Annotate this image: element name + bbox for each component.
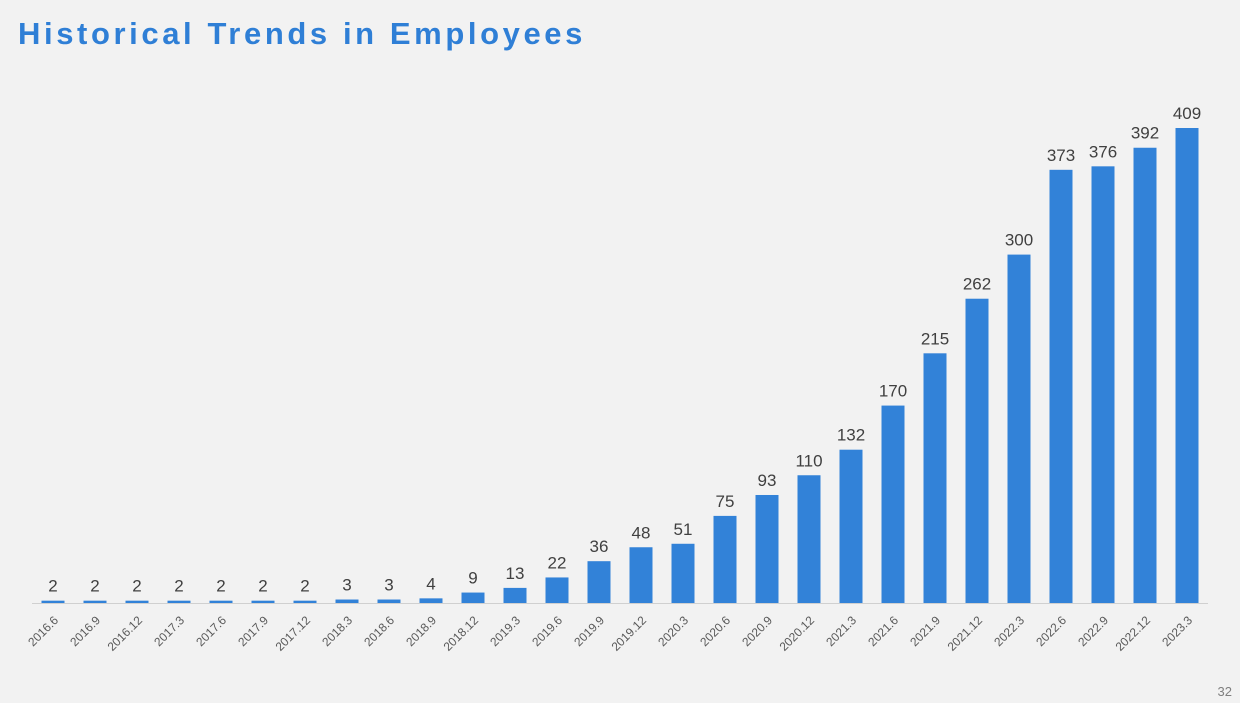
data-label-2016.12: 2 xyxy=(132,577,141,596)
x-tick-2017.6: 2017.6 xyxy=(193,613,229,649)
x-tick-2016.9: 2016.9 xyxy=(67,613,103,649)
bar-2018.12 xyxy=(461,592,485,603)
x-tick-2018.9: 2018.9 xyxy=(403,613,439,649)
bar-2017.12 xyxy=(293,600,317,603)
data-label-2018.6: 3 xyxy=(384,576,393,595)
x-tick-2021.3: 2021.3 xyxy=(823,613,859,649)
data-label-2016.6: 2 xyxy=(48,577,57,596)
bar-2018.3 xyxy=(335,599,359,603)
bars-group xyxy=(41,128,1199,604)
data-label-2017.3: 2 xyxy=(174,577,183,596)
page-number: 32 xyxy=(1217,684,1232,699)
data-label-2018.12: 9 xyxy=(468,569,477,588)
bar-2017.9 xyxy=(251,600,275,603)
bar-2017.3 xyxy=(167,600,191,603)
x-tick-2016.6: 2016.6 xyxy=(25,613,61,649)
x-tick-2022.6: 2022.6 xyxy=(1033,613,1069,649)
data-label-2017.12: 2 xyxy=(300,577,309,596)
data-label-2021.9: 215 xyxy=(921,329,949,348)
x-tick-labels-group: 2016.6 2016.9 2016.12 2017.3 2017.6 2017.9 201… xyxy=(25,613,1195,654)
x-tick-2023.3: 2023.3 xyxy=(1159,613,1195,649)
x-tick-2021.12: 2021.12 xyxy=(945,613,986,654)
data-label-2019.6: 22 xyxy=(548,553,567,572)
bar-2022.12 xyxy=(1133,147,1157,604)
data-label-2022.3: 300 xyxy=(1005,231,1033,250)
data-label-2020.3: 51 xyxy=(674,520,693,539)
x-tick-2017.9: 2017.9 xyxy=(235,613,271,649)
x-tick-2021.9: 2021.9 xyxy=(907,613,943,649)
x-tick-2021.6: 2021.6 xyxy=(865,613,901,649)
bar-2018.9 xyxy=(419,598,443,603)
data-label-2022.6: 373 xyxy=(1047,146,1075,165)
x-tick-2016.12: 2016.12 xyxy=(105,613,146,654)
bar-2016.6 xyxy=(41,600,65,603)
bar-2021.6 xyxy=(881,405,905,603)
x-tick-2018.12: 2018.12 xyxy=(441,613,482,654)
data-label-2022.12: 392 xyxy=(1131,124,1159,143)
x-tick-2019.9: 2019.9 xyxy=(571,613,607,649)
bar-2020.6 xyxy=(713,515,737,603)
data-label-2016.9: 2 xyxy=(90,577,99,596)
data-label-2019.3: 13 xyxy=(506,564,525,583)
data-label-2019.9: 36 xyxy=(590,537,609,556)
bar-2018.6 xyxy=(377,599,401,603)
data-label-2023.3: 409 xyxy=(1173,104,1201,123)
data-label-2020.6: 75 xyxy=(716,492,735,511)
bar-2020.12 xyxy=(797,475,821,603)
x-tick-2022.9: 2022.9 xyxy=(1075,613,1111,649)
bar-2021.9 xyxy=(923,353,947,603)
bar-2020.9 xyxy=(755,494,779,603)
bar-2021.3 xyxy=(839,449,863,603)
x-tick-2019.12: 2019.12 xyxy=(609,613,650,654)
x-tick-2022.3: 2022.3 xyxy=(991,613,1027,649)
bar-2017.6 xyxy=(209,600,233,603)
data-label-2021.6: 170 xyxy=(879,382,907,401)
x-tick-2020.3: 2020.3 xyxy=(655,613,691,649)
x-tick-2018.3: 2018.3 xyxy=(319,613,355,649)
data-label-2021.12: 262 xyxy=(963,275,991,294)
data-label-2018.9: 4 xyxy=(426,574,435,593)
bar-2022.6 xyxy=(1049,169,1073,603)
x-tick-2018.6: 2018.6 xyxy=(361,613,397,649)
bar-2021.12 xyxy=(965,298,989,603)
x-tick-2020.12: 2020.12 xyxy=(777,613,818,654)
x-tick-2017.3: 2017.3 xyxy=(151,613,187,649)
bar-2022.3 xyxy=(1007,254,1031,603)
data-label-2020.12: 110 xyxy=(795,451,822,470)
data-label-2018.3: 3 xyxy=(342,576,351,595)
data-label-2017.6: 2 xyxy=(216,577,225,596)
bar-2020.3 xyxy=(671,543,695,603)
data-label-2020.9: 93 xyxy=(758,471,777,490)
data-label-2019.12: 48 xyxy=(632,523,651,542)
x-tick-2019.6: 2019.6 xyxy=(529,613,565,649)
bar-2016.12 xyxy=(125,600,149,603)
bar-2019.6 xyxy=(545,577,569,603)
x-tick-2017.12: 2017.12 xyxy=(273,613,314,654)
bar-2019.9 xyxy=(587,561,611,603)
x-tick-2020.9: 2020.9 xyxy=(739,613,775,649)
bar-2019.12 xyxy=(629,547,653,603)
x-tick-2019.3: 2019.3 xyxy=(487,613,523,649)
bar-2023.3 xyxy=(1175,128,1199,603)
bar-2019.3 xyxy=(503,587,527,603)
page-title: Historical Trends in Employees xyxy=(18,16,586,51)
x-tick-2022.12: 2022.12 xyxy=(1113,613,1154,654)
data-label-2022.9: 376 xyxy=(1089,142,1117,161)
bar-2016.9 xyxy=(83,600,107,603)
data-label-2017.9: 2 xyxy=(258,577,267,596)
x-tick-2020.6: 2020.6 xyxy=(697,613,733,649)
bar-2022.9 xyxy=(1091,166,1115,603)
data-label-2021.3: 132 xyxy=(837,426,865,445)
